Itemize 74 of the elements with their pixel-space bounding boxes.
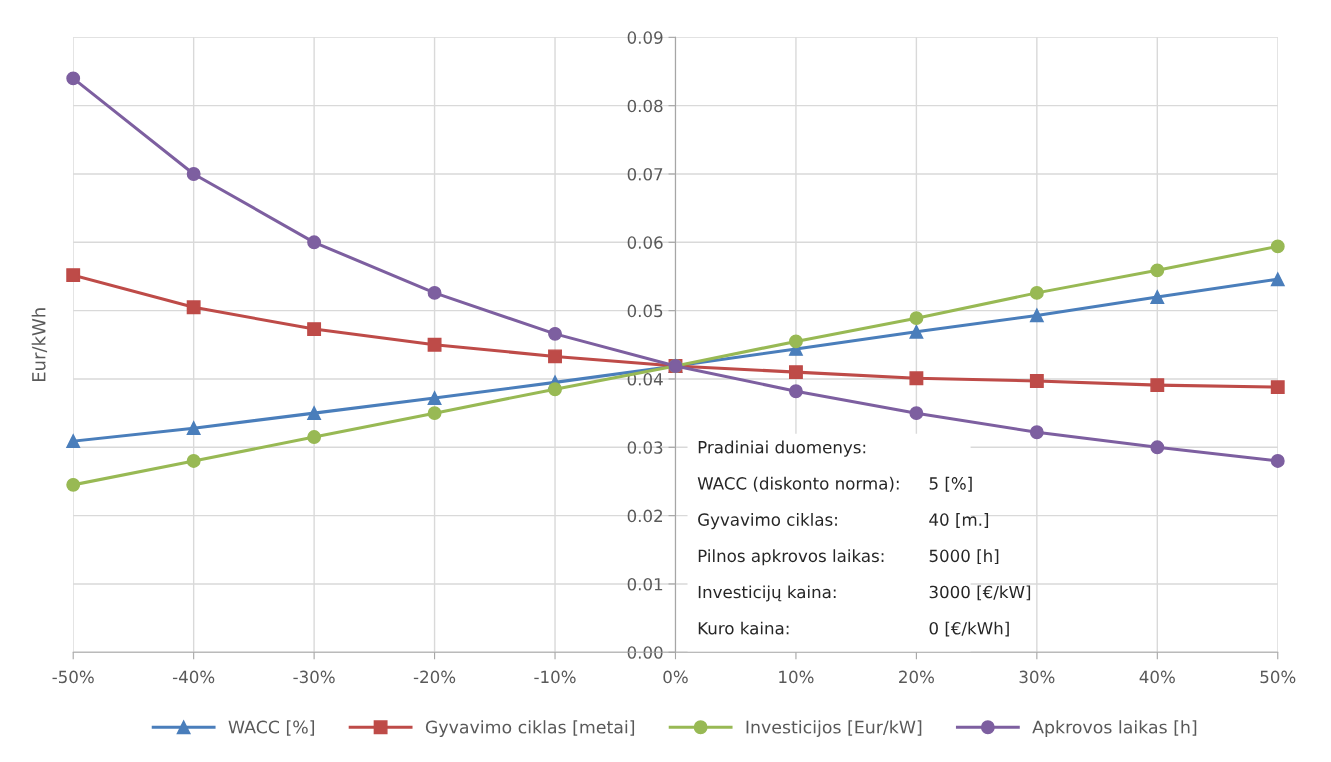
point bbox=[909, 371, 924, 386]
x-tick-label: 40% bbox=[1139, 670, 1175, 684]
annotation: Gyvavimo ciklas: bbox=[698, 513, 837, 530]
x-tick-label: 20% bbox=[899, 670, 934, 684]
annotation: 0 [€/kWh] bbox=[929, 621, 1009, 637]
point bbox=[307, 430, 322, 444]
x-tick-label: 0% bbox=[663, 670, 688, 684]
legend-label: Investicijos [Eur/kW] bbox=[746, 720, 922, 737]
point bbox=[307, 322, 322, 337]
point bbox=[427, 337, 442, 352]
point bbox=[1029, 285, 1044, 300]
point bbox=[909, 324, 924, 339]
point bbox=[1150, 263, 1165, 278]
point bbox=[1150, 290, 1165, 304]
point bbox=[186, 300, 201, 315]
legend-label: Gyvavimo ciklas [metai] bbox=[425, 720, 635, 737]
point bbox=[909, 311, 924, 326]
x-tick-label: 30% bbox=[1019, 670, 1055, 684]
y-tick-label: 0.01 bbox=[627, 577, 663, 591]
point bbox=[1029, 374, 1044, 388]
annotation: Pilnos apkrovos laikas: bbox=[698, 549, 884, 566]
x-tick-label: 10% bbox=[779, 670, 814, 684]
y-tick-label: 0.02 bbox=[627, 509, 663, 523]
y-tick-label: 0.03 bbox=[627, 441, 663, 454]
point bbox=[788, 365, 803, 380]
point bbox=[1029, 308, 1044, 323]
y-tick-label: 0.07 bbox=[627, 167, 663, 181]
point bbox=[66, 268, 81, 283]
point bbox=[307, 235, 322, 250]
annotation: 3000 [€/kW] bbox=[929, 585, 1031, 601]
y-tick-label: 0.06 bbox=[627, 236, 663, 249]
point bbox=[66, 477, 81, 492]
y-tick-label: 0.09 bbox=[627, 31, 663, 44]
annotation: Kuro kaina: bbox=[698, 621, 789, 635]
x-tick-label: -10% bbox=[534, 670, 576, 684]
annotation: 5 [%] bbox=[929, 476, 972, 492]
annotation: 40 [m.] bbox=[929, 513, 989, 528]
x-tick-label: -40% bbox=[172, 670, 215, 684]
annotation: Pradiniai duomenys: bbox=[698, 440, 866, 457]
point bbox=[548, 326, 562, 341]
y-tick-label: 0.08 bbox=[627, 99, 663, 113]
point bbox=[1150, 378, 1165, 393]
x-tick-label: -30% bbox=[293, 670, 335, 684]
point bbox=[1029, 425, 1044, 440]
point bbox=[427, 391, 442, 406]
point bbox=[788, 384, 803, 399]
point bbox=[66, 434, 81, 449]
legend-label: Apkrovos laikas [h] bbox=[1032, 720, 1197, 737]
legend-label: WACC [%] bbox=[228, 720, 315, 736]
annotation: Investicijų kaina: bbox=[698, 585, 836, 602]
point bbox=[548, 349, 562, 364]
point bbox=[1270, 272, 1285, 287]
point bbox=[548, 382, 562, 397]
point bbox=[427, 406, 442, 421]
point bbox=[186, 454, 201, 468]
point bbox=[1150, 440, 1165, 455]
y-tick-label: 0.00 bbox=[627, 646, 663, 659]
y-tick-label: 0.05 bbox=[627, 304, 663, 318]
point bbox=[427, 285, 442, 300]
point bbox=[909, 406, 924, 421]
x-tick-label: 50% bbox=[1260, 670, 1296, 684]
point bbox=[1270, 454, 1285, 468]
annotation: 5000 [h] bbox=[929, 549, 999, 565]
point bbox=[186, 421, 201, 436]
point bbox=[1270, 380, 1285, 395]
annotation: WACC (diskonto norma): bbox=[697, 476, 899, 492]
x-tick-label: -50% bbox=[52, 670, 94, 684]
point bbox=[1270, 239, 1285, 254]
point bbox=[307, 406, 322, 421]
point bbox=[186, 167, 201, 181]
point bbox=[788, 334, 803, 349]
x-tick-label: -20% bbox=[413, 670, 456, 684]
point bbox=[66, 71, 81, 86]
y-axis-title: Eur/kWh bbox=[31, 308, 48, 382]
